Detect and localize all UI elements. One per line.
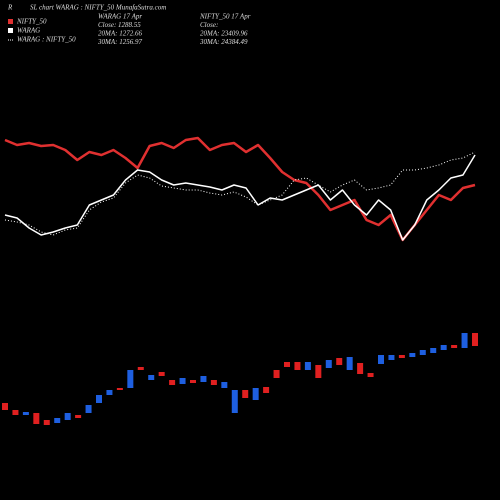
- candle: [169, 380, 176, 385]
- series-line: [4, 151, 476, 236]
- series-line: [4, 136, 476, 242]
- series-line: [4, 154, 476, 241]
- legend-swatch: [8, 19, 13, 24]
- legend-label: NIFTY_50: [16, 18, 47, 26]
- candle: [263, 387, 270, 393]
- candle: [22, 412, 29, 415]
- candle: [158, 372, 165, 376]
- candle: [179, 378, 186, 384]
- info-text: Close: 1288.55: [98, 21, 141, 29]
- candle: [106, 390, 113, 395]
- candle: [64, 413, 71, 420]
- candle: [304, 362, 311, 370]
- corner-label: R: [7, 4, 13, 12]
- candle: [148, 375, 155, 380]
- candle: [336, 358, 343, 365]
- candle: [221, 382, 228, 388]
- info-text: WARAG 17 Apr: [98, 13, 142, 21]
- candle: [315, 365, 322, 378]
- candle: [430, 348, 437, 353]
- info-text: 30MA: 1256.97: [97, 38, 142, 46]
- legend-label: WARAG: [17, 27, 40, 35]
- legend-swatch: [8, 28, 13, 33]
- candle: [252, 388, 259, 400]
- candle: [231, 390, 238, 413]
- candle: [294, 362, 301, 370]
- candle: [472, 333, 478, 346]
- candle: [127, 370, 134, 388]
- candle: [346, 357, 353, 370]
- candle: [12, 410, 19, 415]
- chart-title: SL chart WARAG : NIFTY_50 MunafaSutra.co…: [30, 4, 166, 12]
- candle: [75, 415, 82, 418]
- legend-label: WARAG : NIFTY_50: [17, 36, 76, 44]
- candle: [451, 345, 458, 348]
- candle: [461, 333, 468, 348]
- candle: [2, 403, 8, 410]
- candle: [54, 418, 61, 423]
- info-text: NIFTY_50 17 Apr: [199, 13, 251, 21]
- candle: [85, 405, 92, 413]
- candle: [357, 363, 364, 374]
- candle: [190, 380, 196, 383]
- candle: [378, 355, 384, 364]
- candle: [367, 373, 374, 377]
- candle: [440, 345, 447, 350]
- candle: [43, 420, 50, 425]
- candle: [116, 388, 123, 390]
- candle: [96, 395, 102, 403]
- candle: [419, 350, 426, 355]
- candle: [388, 355, 395, 360]
- info-text: 20MA: 1272.66: [98, 30, 142, 38]
- candle: [200, 376, 207, 382]
- candle: [33, 413, 40, 424]
- candle: [210, 380, 217, 385]
- candle: [398, 355, 405, 358]
- info-text: Close:: [200, 21, 218, 29]
- info-text: 20MA: 23409.96: [200, 30, 248, 38]
- candle: [284, 362, 290, 367]
- candle: [242, 390, 249, 398]
- candle: [409, 353, 416, 357]
- candle: [137, 367, 144, 370]
- candle: [273, 370, 280, 378]
- info-text: 30MA: 24384.49: [199, 38, 248, 46]
- candle: [325, 360, 332, 368]
